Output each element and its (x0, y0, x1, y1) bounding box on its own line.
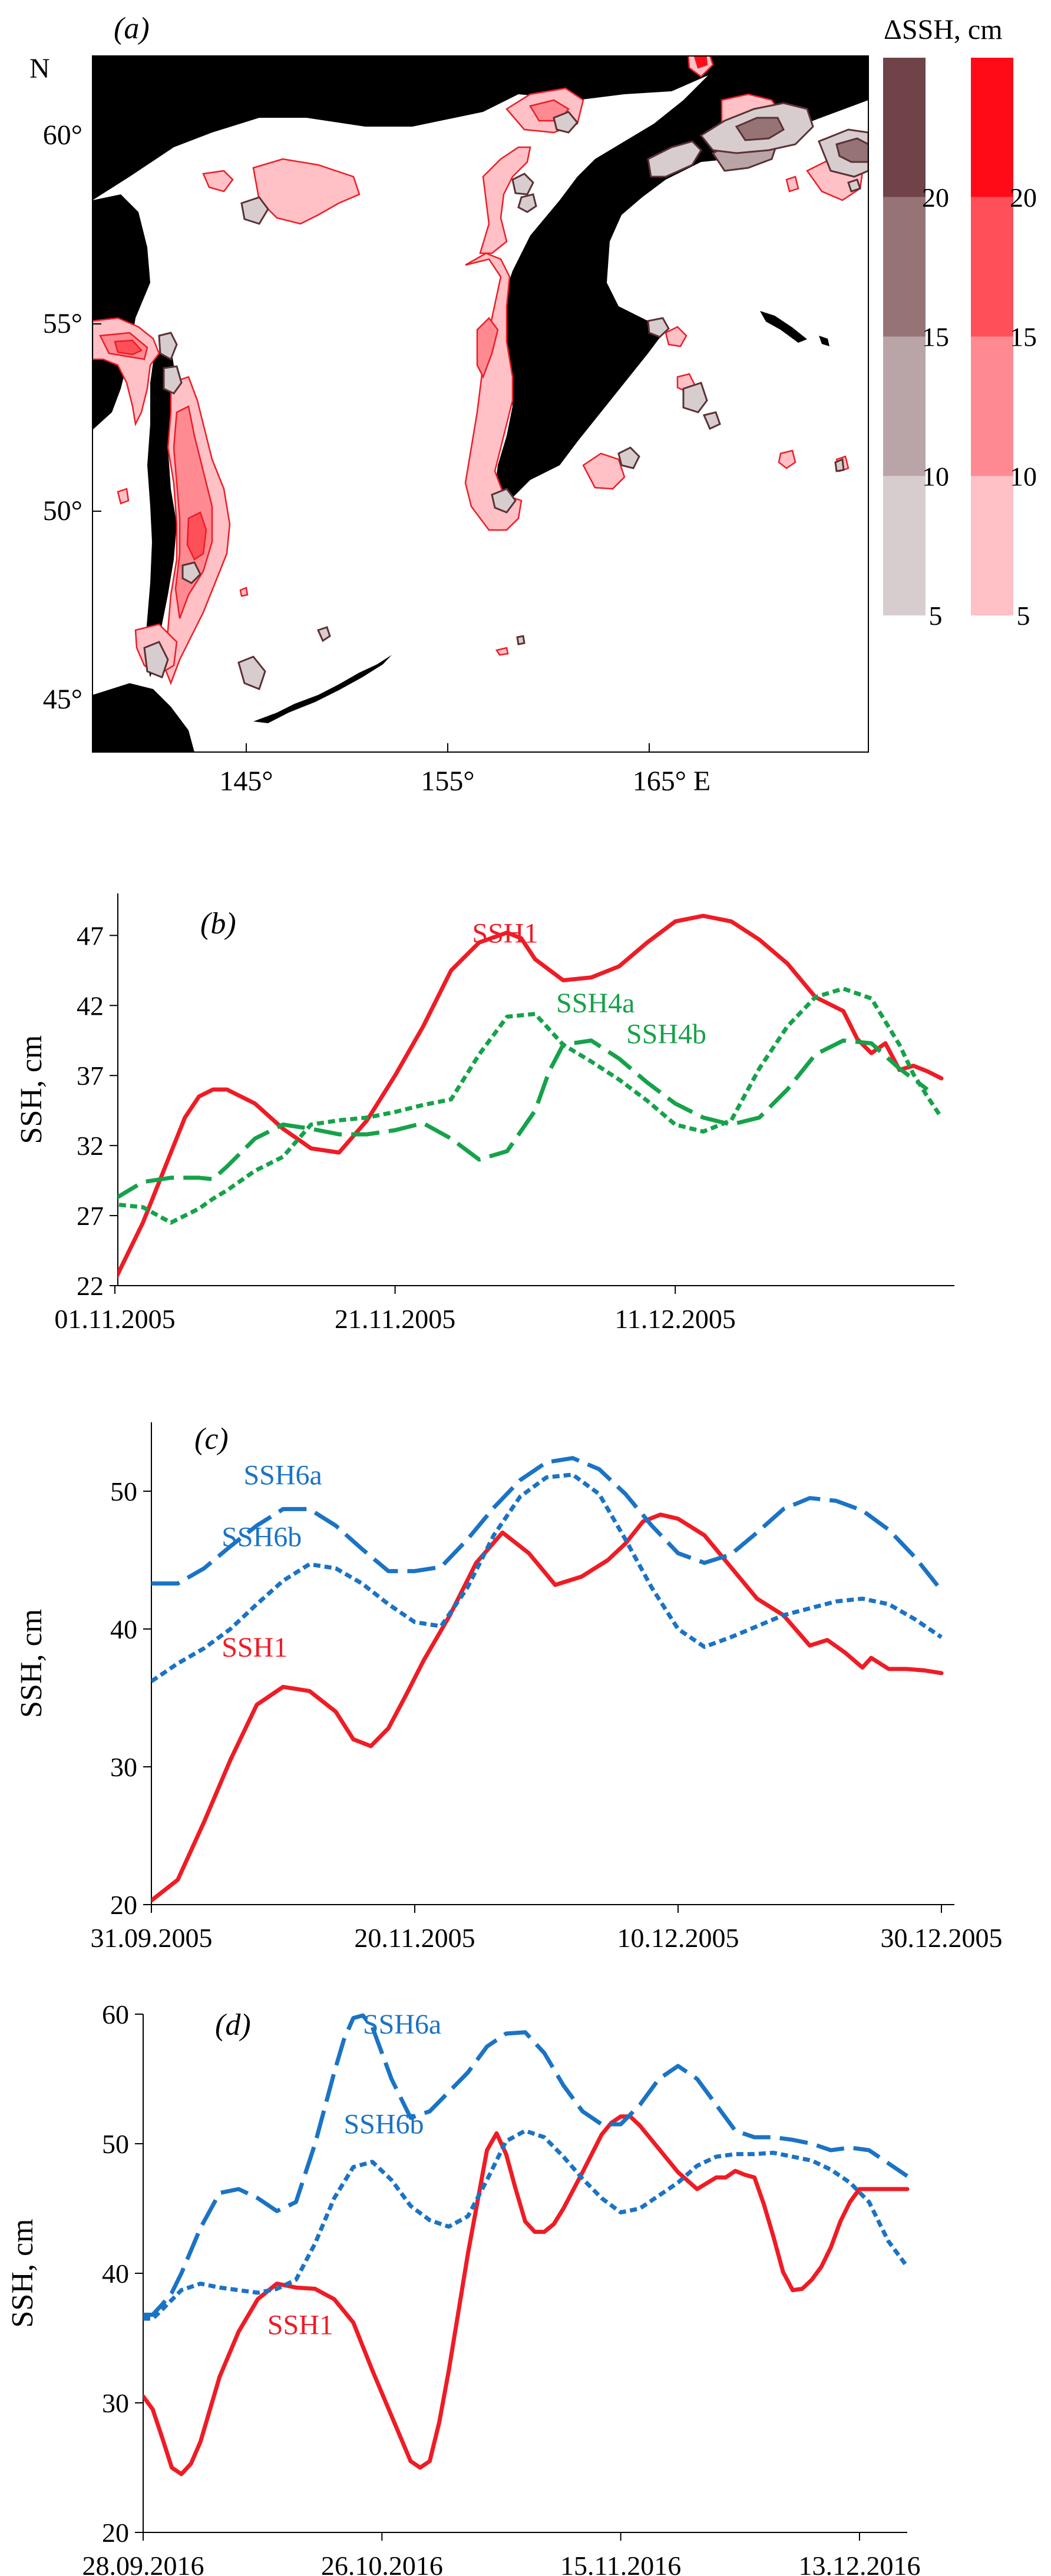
land-commander-islands-2 (819, 336, 829, 346)
x-tick-label: 11.12.2005 (615, 1304, 736, 1334)
colorbar-brown-tick-label: 20 (922, 183, 949, 213)
y-tick-label: 30 (102, 2388, 129, 2418)
series-annotation-ssh6a: SSH6a (363, 2009, 441, 2040)
land-kamchatka (495, 56, 868, 498)
panel-a-label: (a) (114, 12, 150, 45)
series-line-ssh6b (143, 2128, 909, 2321)
series-annotation-ssh4b: SSH4b (626, 1019, 706, 1050)
colorbar-brown-segment (883, 476, 926, 615)
y-tick-label: 50 (110, 1476, 137, 1506)
colorbar-red-segment (971, 476, 1013, 615)
lon-label-145: 145° (219, 766, 273, 797)
brown-contours (143, 102, 868, 690)
y-tick-label: 32 (77, 1131, 104, 1161)
series-annotation-ssh4a: SSH4a (556, 988, 634, 1019)
x-tick-label: 20.11.2005 (354, 1923, 475, 1953)
colorbar-red-segment (971, 197, 1013, 337)
y-tick-label: 20 (110, 1890, 137, 1920)
land-sakhalin-mainland (92, 194, 150, 430)
panel-label: (b) (200, 907, 236, 941)
y-tick-label: 60 (102, 1999, 129, 2029)
y-tick-label: 50 (102, 2129, 129, 2159)
series-line-ssh6b (151, 1472, 943, 1683)
lat-label-45: 45° (43, 684, 82, 715)
series-line-ssh1 (151, 1512, 944, 1903)
colorbar-brown-segment (883, 336, 926, 476)
lon-label-165: 165° E (633, 766, 711, 797)
x-tick-label: 30.12.2005 (881, 1923, 1003, 1953)
x-tick-label: 28.09.2016 (82, 2551, 204, 2576)
series-annotation-ssh1: SSH1 (472, 918, 538, 949)
y-tick-label: 40 (102, 2259, 129, 2289)
colorbar-title: ΔSSH, cm (884, 14, 1003, 45)
colorbar-red-segment (971, 336, 1013, 476)
chart-panel-b: 22 27 32 37 42 47 01.11.2005 21.11.2005 11.12.20… (15, 893, 954, 1334)
panel-label: (c) (194, 1422, 229, 1456)
series-line-ssh4b (118, 1038, 929, 1200)
map-frame (92, 55, 869, 753)
lon-label-155: 155° (421, 766, 474, 797)
y-axis-label: SSH, cm (15, 1609, 48, 1718)
x-tick-label: 26.10.2016 (321, 2551, 443, 2576)
series-line-ssh1 (118, 913, 944, 1279)
lat-label-55: 55° (43, 308, 82, 339)
colorbar-red-tick-label: 5 (1017, 601, 1030, 631)
y-tick-label: 27 (77, 1201, 104, 1231)
map-panel: (a) N 60° 55° 50° 45° 145° 155° 165° E 5… (29, 12, 1037, 797)
y-axis-label: SSH, cm (15, 1035, 48, 1144)
land-commander-islands (760, 311, 807, 343)
colorbar-brown-segment (883, 58, 926, 197)
colorbar-brown-tick-label: 10 (922, 461, 949, 491)
y-tick-label: 37 (77, 1061, 104, 1091)
y-tick-label: 47 (77, 921, 104, 951)
x-tick-label: 01.11.2005 (54, 1304, 175, 1334)
colorbars: 5 10 15 20 5 10 15 20 (883, 58, 1037, 631)
north-label: N (29, 53, 50, 84)
series-line-ssh6a (143, 2013, 908, 2317)
x-tick-label: 10.12.2005 (617, 1923, 739, 1953)
colorbar-red-segment (971, 58, 1013, 197)
colorbar-brown-segment (883, 197, 926, 337)
colorbar-red-tick-label: 10 (1010, 461, 1037, 491)
chart-panel-d: 20 30 40 50 60 28.09.2016 26.10.2016 15.11.2016… (6, 1999, 920, 2576)
y-axis-label: SSH, cm (6, 2219, 39, 2328)
y-tick-label: 40 (110, 1614, 137, 1644)
x-tick-label: 15.11.2016 (560, 2551, 681, 2576)
y-tick-label: 30 (110, 1752, 137, 1782)
series-annotation-ssh1: SSH1 (267, 2309, 333, 2340)
y-tick-label: 20 (102, 2518, 129, 2548)
series-annotation-ssh6b: SSH6b (343, 2108, 424, 2140)
series-annotation-ssh1: SSH1 (222, 1632, 287, 1663)
series-line-ssh4a (118, 986, 943, 1225)
land-hokkaido (92, 683, 194, 752)
series-line-ssh6a (151, 1456, 943, 1592)
map-ticks (92, 135, 650, 752)
x-tick-label: 13.12.2016 (798, 2551, 920, 2576)
land-kuril-islands (253, 655, 392, 723)
y-tick-label: 42 (77, 991, 104, 1021)
lat-label-60: 60° (43, 120, 82, 151)
x-tick-label: 31.09.2005 (91, 1923, 213, 1953)
series-line-ssh1 (143, 2114, 910, 2476)
series-annotation-ssh6a: SSH6a (243, 1459, 322, 1491)
colorbar-red-tick-label: 20 (1010, 183, 1037, 213)
chart-panel-c: 20 30 40 50 31.09.2005 20.11.2005 10.12.2005 30… (15, 1422, 1003, 1953)
lat-label-50: 50° (43, 495, 82, 527)
colorbar-red-tick-label: 15 (1010, 322, 1037, 352)
x-tick-label: 21.11.2005 (335, 1304, 455, 1334)
colorbar-brown-tick-label: 15 (922, 322, 949, 352)
series-annotation-ssh6b: SSH6b (222, 1522, 302, 1553)
y-tick-label: 22 (77, 1271, 104, 1301)
colorbar-brown-tick-label: 5 (929, 601, 943, 631)
panel-label: (d) (215, 2008, 251, 2042)
